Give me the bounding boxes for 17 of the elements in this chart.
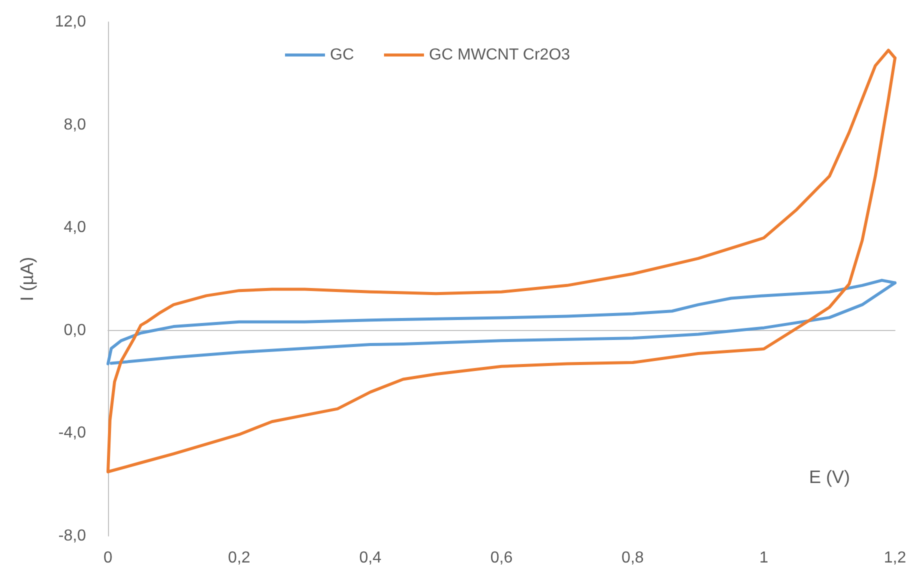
- y-tick-label: 0,0: [64, 322, 86, 339]
- y-axis-title: I (µA): [17, 256, 37, 302]
- y-tick-label: 4,0: [64, 219, 86, 236]
- x-tick-label: 0,4: [359, 550, 382, 566]
- legend-label: GC MWCNT Cr2O3: [429, 46, 570, 64]
- x-tick-label: 0,2: [228, 550, 250, 566]
- y-tick-label: -4,0: [58, 424, 86, 442]
- x-tick-label: 1: [759, 550, 768, 566]
- x-tick-label: 1,2: [884, 550, 906, 566]
- y-tick-label: 8,0: [64, 116, 86, 134]
- x-tick-label: 0,6: [490, 550, 513, 566]
- y-tick-label: -8,0: [58, 528, 86, 544]
- y-tick-label: 12,0: [54, 14, 86, 30]
- x-tick-label: 0: [104, 550, 113, 566]
- x-axis-title: E (V): [809, 467, 850, 487]
- legend-label: GC: [330, 46, 354, 64]
- x-tick-label: 0,8: [622, 550, 644, 566]
